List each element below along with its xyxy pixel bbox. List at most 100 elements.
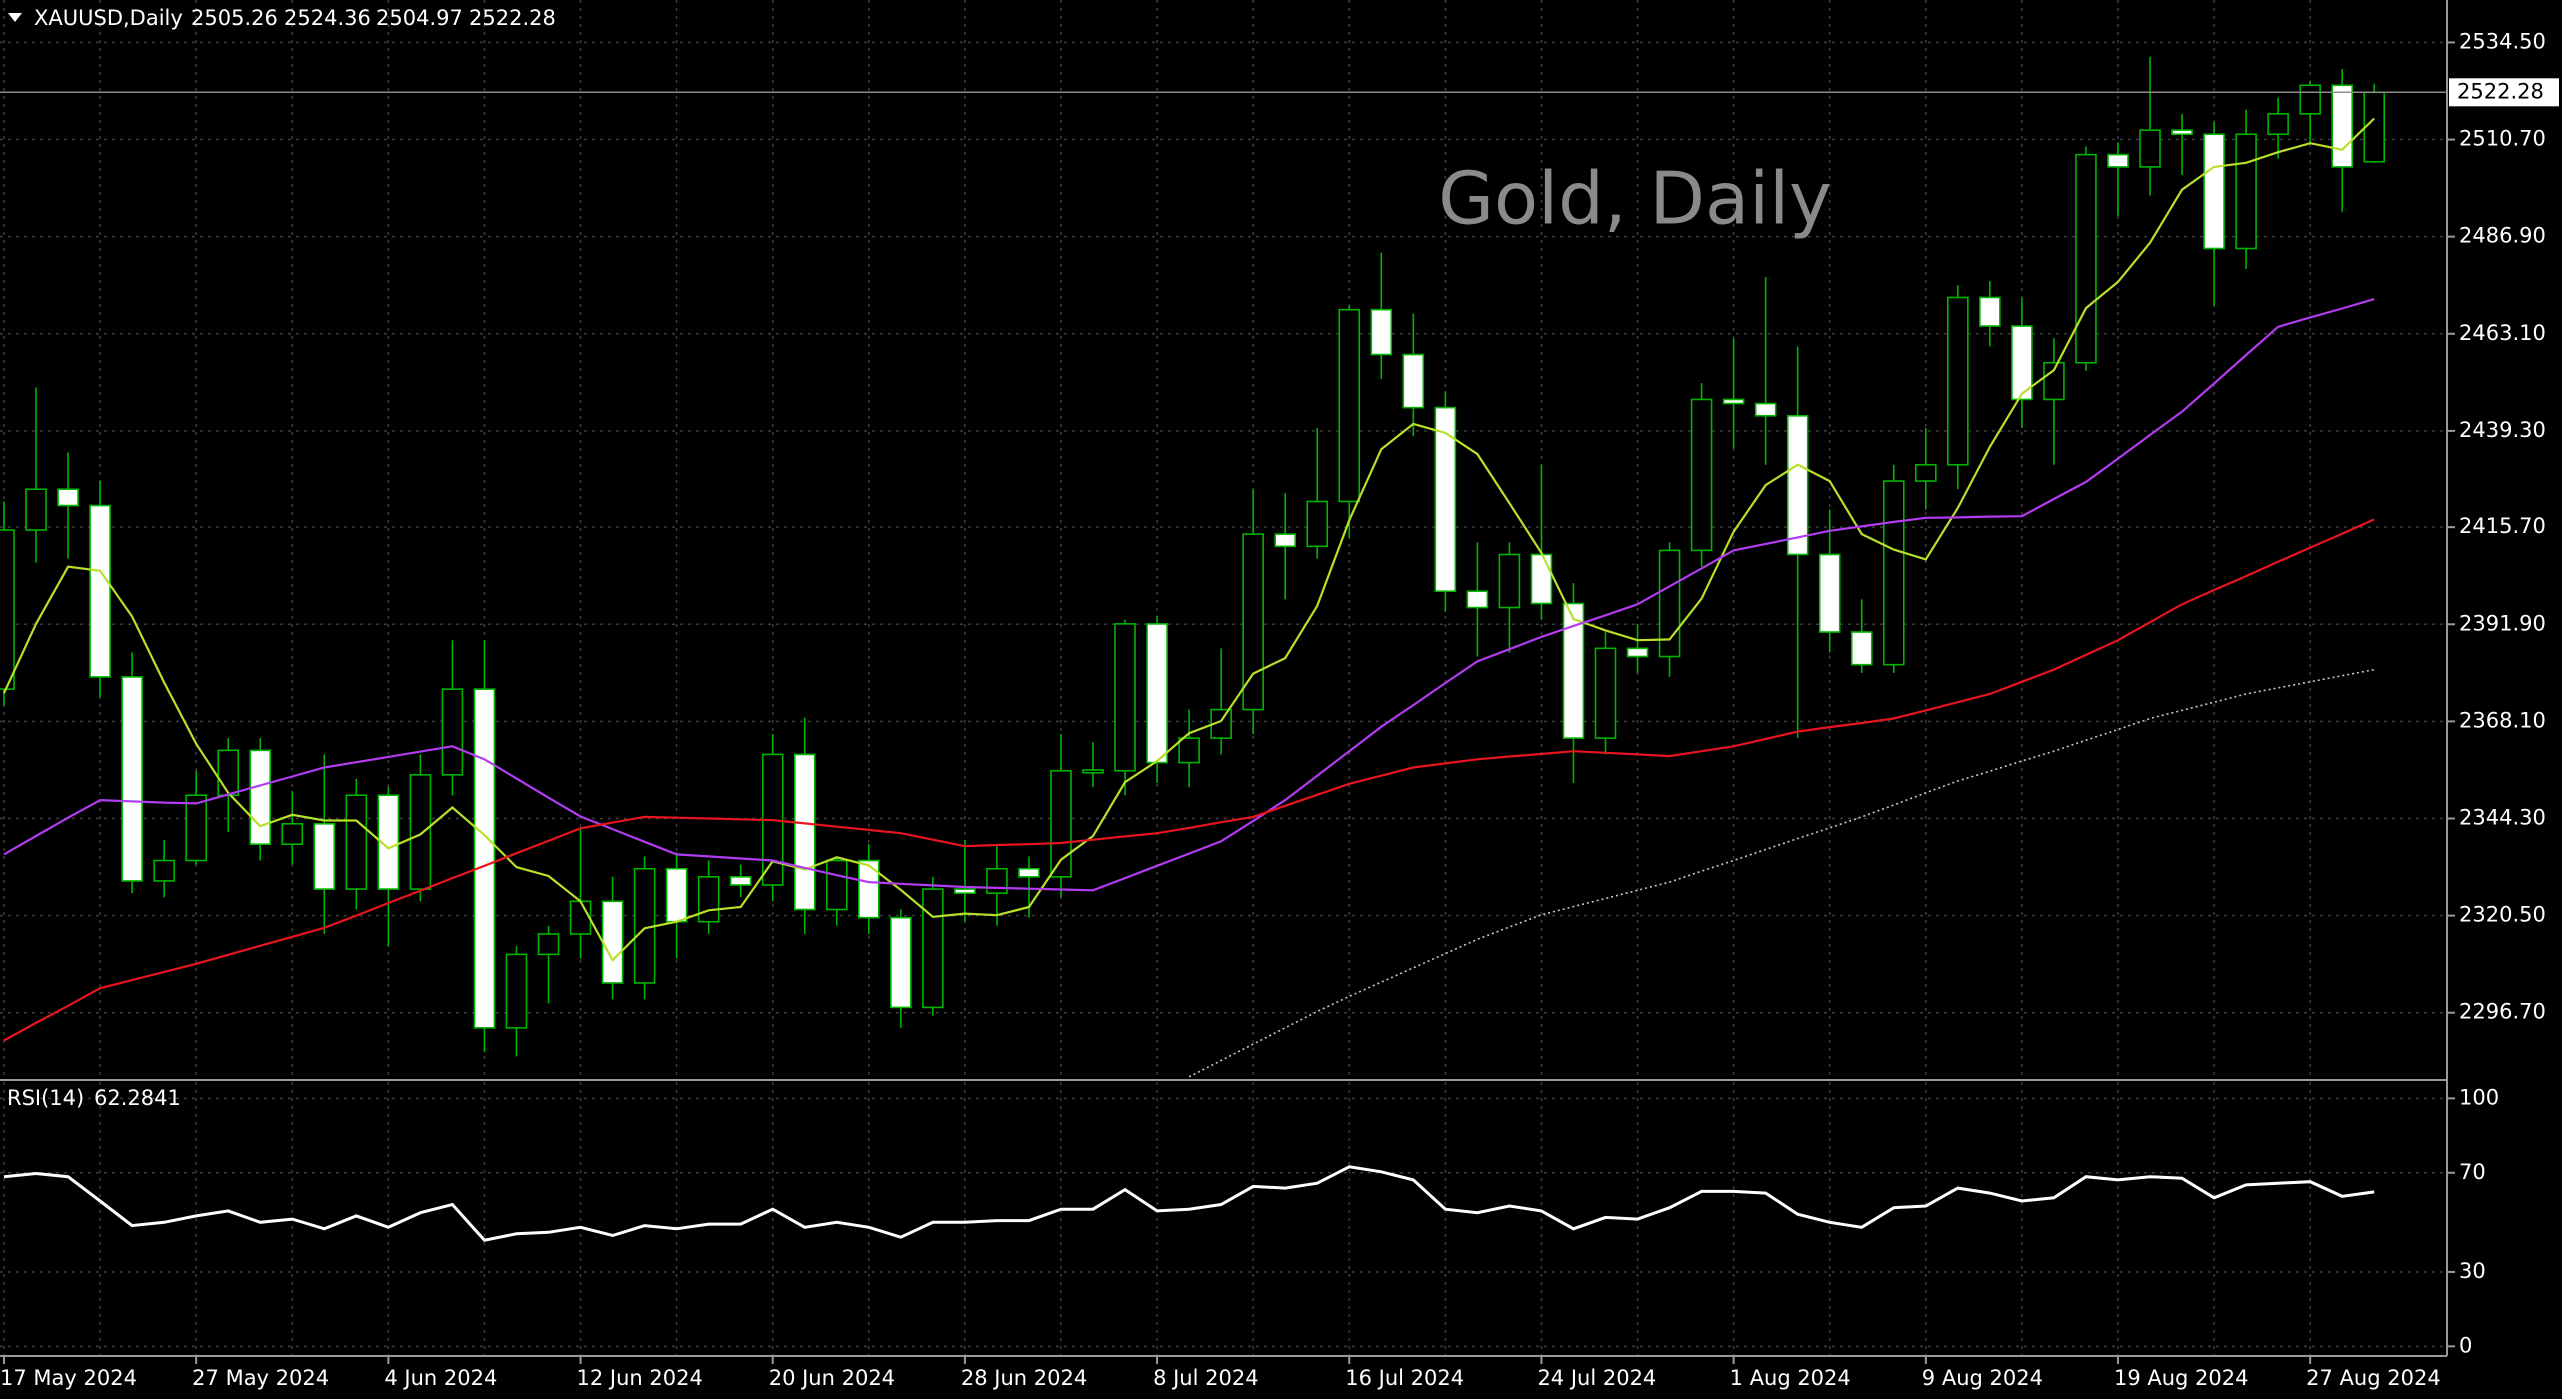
candle-body <box>1979 296 2001 327</box>
x-tick-label: 28 Jun 2024 <box>961 1366 1087 1390</box>
candle-body <box>2299 84 2321 115</box>
x-tick-label: 27 May 2024 <box>192 1366 329 1390</box>
y-tick-label: 2320.50 <box>2459 903 2546 927</box>
candle-body <box>1754 402 1777 417</box>
candle-body <box>1786 414 1809 556</box>
candle-body <box>793 753 816 911</box>
candle-body <box>2011 325 2033 401</box>
y-tick-label: 30 <box>2459 1259 2486 1283</box>
candle-body <box>2139 129 2161 168</box>
candle-body <box>377 794 400 890</box>
symbol-label: XAUUSD,Daily <box>34 6 183 30</box>
candle-body <box>1274 533 1296 548</box>
y-tick-label: 2391.90 <box>2459 611 2546 635</box>
chart-watermark: Gold, Daily <box>1438 157 1832 241</box>
x-tick-label: 8 Jul 2024 <box>1153 1366 1259 1390</box>
candle-body <box>153 859 175 882</box>
candle-body <box>1850 631 1873 666</box>
candle-body <box>281 823 304 846</box>
candle-body <box>1658 549 1681 658</box>
candle-body <box>1018 867 1040 878</box>
candle-body <box>313 823 336 890</box>
candle-body <box>2331 84 2353 168</box>
y-tick-label: 70 <box>2459 1160 2486 1184</box>
candle-body <box>1594 647 1617 739</box>
y-tick-label: 2296.70 <box>2459 1000 2546 1024</box>
candle-body <box>601 900 624 984</box>
x-tick-label: 16 Jul 2024 <box>1345 1366 1464 1390</box>
candle-body <box>1915 463 1937 482</box>
symbol-menu-arrow[interactable] <box>8 13 22 22</box>
candle-body <box>537 933 560 956</box>
candle-body <box>665 867 688 923</box>
moving-average-line <box>3 117 2375 962</box>
marks <box>0 56 2386 1242</box>
candle-body <box>1434 406 1457 593</box>
candle-body <box>441 688 464 776</box>
x-tick-label: 20 Jun 2024 <box>769 1366 895 1390</box>
candle-body <box>57 488 79 507</box>
rsi-value: 62.2841 <box>94 1086 181 1110</box>
candle-body <box>1370 308 1393 356</box>
candle-body <box>1690 398 1713 552</box>
candle-body <box>2235 133 2257 250</box>
header-close: 2522.28 <box>469 6 556 30</box>
candle-body <box>1947 296 1969 466</box>
candle-body <box>858 859 880 919</box>
moving-average-line <box>3 298 2375 892</box>
y-tick-label: 2368.10 <box>2459 708 2546 732</box>
axes: 17 May 2024 27 May 2024 4 Jun 2024 12 Jun 2… <box>0 29 2559 1390</box>
candle-body <box>1722 398 1745 405</box>
candle-body <box>25 488 47 531</box>
candle-body <box>2107 153 2129 168</box>
candles <box>0 56 2386 1057</box>
candle-body <box>1882 480 1905 666</box>
x-tick-label: 4 Jun 2024 <box>384 1366 497 1390</box>
candle-body <box>2363 91 2386 163</box>
rsi-name: RSI(14) <box>7 1086 84 1110</box>
candle-body <box>1178 737 1200 764</box>
candle-body <box>2075 153 2097 364</box>
y-tick-label: 2439.30 <box>2459 418 2546 442</box>
candle-body <box>1146 623 1168 764</box>
candle-body <box>1818 553 1841 633</box>
candle-body <box>922 888 944 1009</box>
y-tick-label: 0 <box>2459 1333 2472 1357</box>
header-low: 2504.97 <box>376 6 463 30</box>
candle-body <box>89 504 111 678</box>
y-tick-label: 2415.70 <box>2459 514 2546 538</box>
candle-body <box>1082 769 1104 774</box>
candle-body <box>505 953 528 1029</box>
y-tick-label: 2463.10 <box>2459 321 2546 345</box>
header-high: 2524.36 <box>284 6 371 30</box>
candle-body <box>1466 590 1489 609</box>
last-price-label: 2522.28 <box>2457 79 2544 103</box>
candle-body <box>409 774 432 890</box>
y-tick-label: 2534.50 <box>2459 29 2546 53</box>
last-price-box <box>2449 78 2559 107</box>
x-tick-label: 9 Aug 2024 <box>1922 1366 2043 1390</box>
candle-body <box>1498 553 1521 609</box>
rsi-line <box>3 1165 2375 1242</box>
candle-body <box>0 529 15 690</box>
candle-body <box>121 676 143 882</box>
candle-body <box>1562 602 1585 739</box>
candle-body <box>954 888 976 894</box>
candle-body <box>2171 129 2193 136</box>
candle-body <box>569 900 592 935</box>
candle-body <box>1402 353 1425 409</box>
y-tick-label: 2510.70 <box>2459 127 2546 151</box>
x-tick-label: 27 Aug 2024 <box>2306 1366 2441 1390</box>
y-tick-label: 2486.90 <box>2459 224 2546 248</box>
candle-body <box>1050 769 1072 878</box>
candle-body <box>2267 113 2289 136</box>
candle-body <box>2043 361 2065 401</box>
candle-body <box>1530 553 1553 605</box>
candle-body <box>1306 500 1329 548</box>
y-tick-label: 100 <box>2459 1085 2499 1109</box>
candle-body <box>729 876 752 886</box>
candle-body <box>1242 533 1264 711</box>
candle-body <box>345 794 368 890</box>
